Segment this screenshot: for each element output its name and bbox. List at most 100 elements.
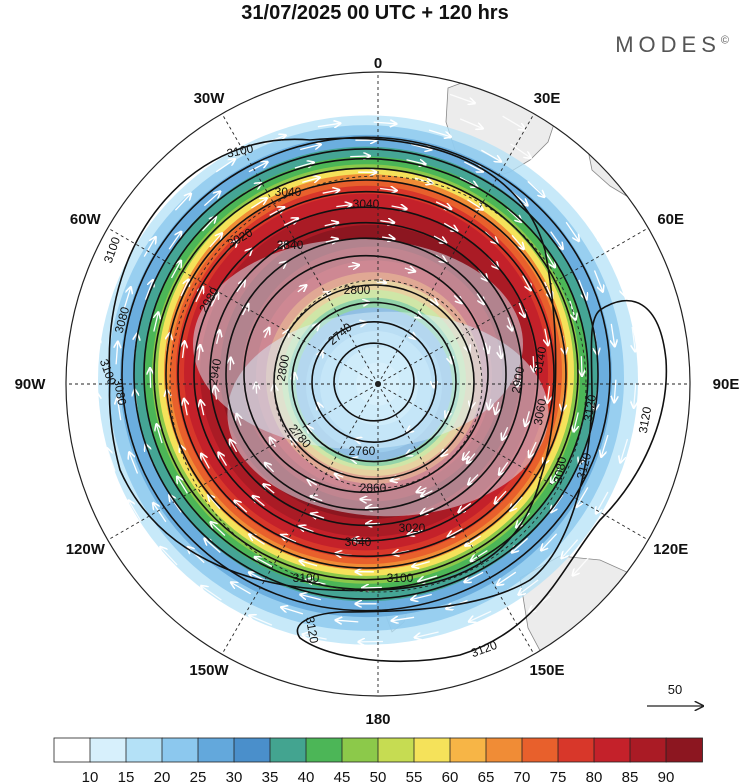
colorbar-tick-label: 20 [154, 769, 171, 782]
wind-arrow [180, 280, 189, 297]
contour-line [333, 342, 415, 422]
wind-arrow [361, 499, 372, 500]
wind-arrow [406, 160, 426, 165]
wind-arrow [201, 586, 222, 601]
meridian-label: 90E [713, 376, 740, 393]
colorbar-swatch [665, 737, 703, 763]
wind-arrow [153, 186, 170, 205]
colorbar-swatch [305, 737, 343, 763]
wind-arrow [502, 115, 525, 129]
wind-arrow [550, 231, 563, 249]
contour-label-text: 3120 [574, 451, 595, 481]
contour-label: 3060 [531, 397, 549, 426]
wind-arrow [549, 147, 570, 166]
contour-label-text: 3040 [275, 185, 302, 199]
wind-arrow [414, 177, 432, 183]
wind-arrow [270, 438, 275, 448]
colorbar-swatch [53, 737, 91, 763]
wind-arrow [153, 503, 167, 523]
wind-arrow [203, 192, 220, 207]
wind-arrow [217, 331, 220, 344]
meridian-labels: 0 30E 60E 90E 120E 150E 180 150W 120W 90W 60W 30W [15, 55, 740, 728]
wind-arrow [448, 528, 463, 537]
wind-arrow [294, 373, 295, 381]
wind-arrow [565, 221, 579, 241]
contour-line [273, 284, 475, 480]
meridian-label: 0 [374, 55, 382, 72]
wind-arrow [412, 593, 432, 600]
wind-arrow [303, 635, 327, 640]
wind-arrow [577, 487, 589, 506]
wind-arrow [163, 579, 183, 597]
meridian-line [107, 383, 379, 541]
wind-arrow [302, 178, 319, 183]
contour-line [165, 179, 567, 569]
wind-arrow [529, 441, 537, 457]
contour-label-text: 2860 [360, 481, 387, 495]
colorbar-swatch [341, 737, 379, 763]
wind-arrow [126, 535, 143, 557]
wind-arrow [495, 490, 507, 503]
wind-arrow [518, 302, 525, 317]
colorbar-swatch [413, 737, 451, 763]
colorbar-swatch [269, 737, 307, 763]
colorbar-tick-label: 70 [514, 769, 531, 782]
wind-arrow [322, 190, 339, 193]
contour-label: 2800 [274, 353, 292, 382]
wind-arrow [581, 356, 582, 375]
meridian-label: 120W [66, 541, 106, 558]
wind-arrow [547, 386, 549, 402]
wind-arrow [255, 557, 273, 568]
colorbar: 10 15 20 25 30 35 40 45 50 55 60 65 70 75 80 85 90 [53, 737, 703, 782]
wind-arrow [300, 561, 318, 567]
wind-arrow [590, 222, 604, 244]
wind-arrow [320, 351, 323, 356]
wind-arrow [502, 426, 508, 440]
contour-label: 3120 [581, 393, 599, 422]
contour-line [143, 157, 589, 591]
contour-label: 3080 [551, 455, 569, 484]
wind-arrow [269, 207, 285, 216]
wind-arrow [463, 450, 471, 459]
wind-arrow [562, 539, 579, 558]
contour-label-text: 3120 [581, 393, 599, 422]
colorbar-tick-label: 30 [226, 769, 243, 782]
contour-label: 3080 [112, 305, 133, 335]
contour-label: 3100 [225, 141, 254, 160]
wind-arrow [299, 526, 314, 533]
wind-arrow [308, 480, 318, 486]
contour-label-text: 3140 [531, 345, 549, 374]
contour-label-text: 3100 [387, 571, 414, 585]
wind-arrow [209, 234, 222, 248]
wind-arrow [257, 641, 283, 651]
wind-arrow [253, 496, 265, 507]
wind-arrow [265, 328, 270, 338]
wind-arrow [184, 399, 187, 416]
wind-arrow [107, 449, 116, 472]
meridian-line [107, 227, 379, 385]
wind-arrow [318, 403, 320, 408]
wind-arrow [236, 280, 245, 293]
wind-arrow [294, 163, 314, 169]
meridian-label: 180 [365, 711, 390, 728]
colorbar-swatch [485, 737, 523, 763]
wind-arrow [433, 235, 446, 243]
wind-arrow [141, 169, 160, 189]
colorbar-tick-label: 50 [370, 769, 387, 782]
wind-arrow [312, 657, 338, 661]
colorbar-tick-label: 25 [190, 769, 207, 782]
colorbar-tick-label: 45 [334, 769, 351, 782]
colorbar-swatch [593, 737, 631, 763]
wind-arrow [459, 118, 482, 128]
wind-arrow [551, 494, 564, 512]
colorbar-tick-label: 90 [658, 769, 675, 782]
colorbar-tick-label: 10 [82, 769, 99, 782]
meridian-line [377, 383, 649, 541]
colorbar-tick-label: 65 [478, 769, 495, 782]
wind-arrow [207, 615, 230, 629]
contour-line [193, 206, 539, 542]
wind-arrow [230, 440, 238, 453]
colorbar-tick-label: 75 [550, 769, 567, 782]
wind-arrow [76, 375, 77, 401]
wind-arrow [394, 83, 420, 87]
